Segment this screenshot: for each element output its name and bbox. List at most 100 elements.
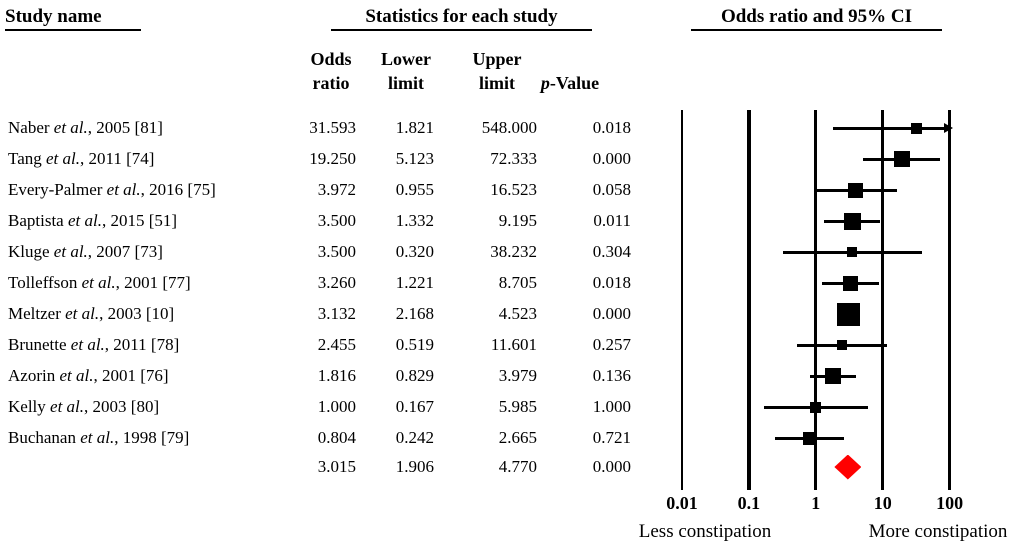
lower-limit-value: 0.320 bbox=[395, 242, 434, 261]
lower-limit-value: 5.123 bbox=[395, 149, 434, 168]
odds-ratio-value: 3.015 bbox=[317, 457, 356, 476]
odds-ratio-marker bbox=[847, 247, 858, 257]
gridline bbox=[681, 110, 683, 490]
upper-limit-value: 4.770 bbox=[498, 457, 537, 476]
odds-ratio-column-header-line2: ratio bbox=[312, 73, 350, 93]
p-value: 0.136 bbox=[592, 366, 631, 385]
study-row: Tang et al., 2011 [74] 19.250 5.123 72.333 0… bbox=[0, 148, 662, 172]
odds-ratio-marker bbox=[843, 212, 861, 230]
study-row: Naber et al., 2005 [81] 31.593 1.821 548.00… bbox=[0, 117, 662, 141]
summary-diamond-marker bbox=[834, 454, 862, 480]
x-tick-label: 10 bbox=[873, 493, 892, 513]
p-value: 0.000 bbox=[592, 457, 631, 476]
p-value: 0.058 bbox=[592, 180, 631, 199]
odds-ratio-column-header: Odds ratio bbox=[289, 47, 373, 95]
odds-ratio-value: 2.455 bbox=[317, 335, 356, 354]
p-value: 0.721 bbox=[592, 428, 631, 447]
odds-ratio-ci-header: Odds ratio and 95% CI bbox=[691, 6, 942, 31]
statistics-header: Statistics for each study bbox=[331, 6, 592, 31]
upper-limit-value: 72.333 bbox=[490, 149, 537, 168]
odds-ratio-value: 3.132 bbox=[317, 304, 356, 323]
p-value-column-header-rest: -Value bbox=[549, 73, 600, 93]
study-row: Azorin et al., 2001 [76] 1.816 0.829 3.979 0… bbox=[0, 365, 662, 389]
lower-limit-column-header-line1: Lower bbox=[381, 49, 431, 69]
gridline bbox=[948, 110, 952, 490]
study-name-header: Study name bbox=[5, 6, 141, 31]
lower-limit-value: 0.829 bbox=[395, 366, 434, 385]
study-name: Tolleffson et al., 2001 [77] bbox=[8, 273, 191, 292]
study-name: Brunette et al., 2011 [78] bbox=[8, 335, 180, 354]
study-row: Baptista et al., 2015 [51] 3.500 1.332 9.19… bbox=[0, 210, 662, 234]
upper-limit-value: 2.665 bbox=[498, 428, 537, 447]
lower-limit-column-header-line2: limit bbox=[388, 73, 424, 93]
odds-ratio-column-header-line1: Odds bbox=[310, 49, 352, 69]
gridline bbox=[881, 110, 885, 490]
p-value: 0.000 bbox=[592, 304, 631, 323]
upper-limit-value: 548.000 bbox=[481, 118, 537, 137]
gridline bbox=[746, 110, 751, 490]
ci-clipped-arrow-icon bbox=[944, 123, 953, 133]
upper-limit-value: 3.979 bbox=[498, 366, 537, 385]
odds-ratio-marker bbox=[848, 182, 864, 198]
odds-ratio-value: 0.804 bbox=[317, 428, 356, 447]
upper-limit-column-header: Upper limit bbox=[455, 47, 539, 95]
study-row: Tolleffson et al., 2001 [77] 3.260 1.221 8.… bbox=[0, 272, 662, 296]
odds-ratio-value: 1.000 bbox=[317, 397, 356, 416]
p-value: 0.018 bbox=[592, 273, 631, 292]
odds-ratio-marker bbox=[836, 340, 847, 350]
p-value: 1.000 bbox=[592, 397, 631, 416]
odds-ratio-marker bbox=[825, 368, 842, 384]
x-tick-label: 1 bbox=[811, 493, 821, 513]
odds-ratio-marker bbox=[810, 401, 822, 413]
study-row: Kluge et al., 2007 [73] 3.500 0.320 38.232 0… bbox=[0, 241, 662, 265]
p-value: 0.000 bbox=[592, 149, 631, 168]
p-value: 0.011 bbox=[593, 211, 631, 230]
x-axis-left-label: Less constipation bbox=[638, 521, 772, 542]
odds-ratio-marker bbox=[910, 122, 922, 134]
odds-ratio-value: 19.250 bbox=[309, 149, 356, 168]
odds-ratio-value: 3.500 bbox=[317, 211, 356, 230]
study-row: Buchanan et al., 1998 [79] 0.804 0.242 2.66… bbox=[0, 427, 662, 451]
lower-limit-value: 0.519 bbox=[395, 335, 434, 354]
odds-ratio-value: 3.500 bbox=[317, 242, 356, 261]
study-row: Meltzer et al., 2003 [10] 3.132 2.168 4.523… bbox=[0, 303, 662, 327]
upper-limit-value: 5.985 bbox=[498, 397, 537, 416]
lower-limit-value: 2.168 bbox=[395, 304, 434, 323]
study-name: Tang et al., 2011 [74] bbox=[8, 149, 155, 168]
odds-ratio-marker bbox=[893, 151, 910, 167]
upper-limit-value: 11.601 bbox=[490, 335, 537, 354]
odds-ratio-marker bbox=[842, 275, 858, 291]
lower-limit-value: 1.332 bbox=[395, 211, 434, 230]
study-row: Every-Palmer et al., 2016 [75] 3.972 0.955… bbox=[0, 179, 662, 203]
study-name: Buchanan et al., 1998 [79] bbox=[8, 428, 190, 447]
lower-limit-value: 1.906 bbox=[395, 457, 434, 476]
lower-limit-value: 1.221 bbox=[395, 273, 434, 292]
p-value: 0.018 bbox=[592, 118, 631, 137]
upper-limit-column-header-line1: Upper bbox=[472, 49, 522, 69]
odds-ratio-value: 3.260 bbox=[317, 273, 356, 292]
confidence-interval-line bbox=[833, 127, 946, 130]
study-row: 3.015 1.906 4.770 0.000 bbox=[0, 456, 662, 480]
upper-limit-value: 9.195 bbox=[498, 211, 537, 230]
p-value: 0.304 bbox=[592, 242, 631, 261]
study-name: Naber et al., 2005 [81] bbox=[8, 118, 163, 137]
x-tick-label: 0.01 bbox=[666, 493, 698, 513]
lower-limit-value: 1.821 bbox=[395, 118, 434, 137]
study-name: Baptista et al., 2015 [51] bbox=[8, 211, 178, 230]
x-tick-label: 100 bbox=[936, 493, 964, 513]
x-tick-label: 0.1 bbox=[737, 493, 761, 513]
gridline bbox=[814, 110, 818, 490]
odds-ratio-value: 31.593 bbox=[309, 118, 356, 137]
study-name: Kelly et al., 2003 [80] bbox=[8, 397, 160, 416]
p-value: 0.257 bbox=[592, 335, 631, 354]
upper-limit-column-header-line2: limit bbox=[479, 73, 515, 93]
upper-limit-value: 16.523 bbox=[490, 180, 537, 199]
study-row: Kelly et al., 2003 [80] 1.000 0.167 5.985 1.… bbox=[0, 396, 662, 420]
study-name: Kluge et al., 2007 [73] bbox=[8, 242, 163, 261]
lower-limit-value: 0.167 bbox=[395, 397, 434, 416]
upper-limit-value: 8.705 bbox=[498, 273, 537, 292]
lower-limit-value: 0.242 bbox=[395, 428, 434, 447]
odds-ratio-value: 3.972 bbox=[317, 180, 356, 199]
lower-limit-value: 0.955 bbox=[395, 180, 434, 199]
